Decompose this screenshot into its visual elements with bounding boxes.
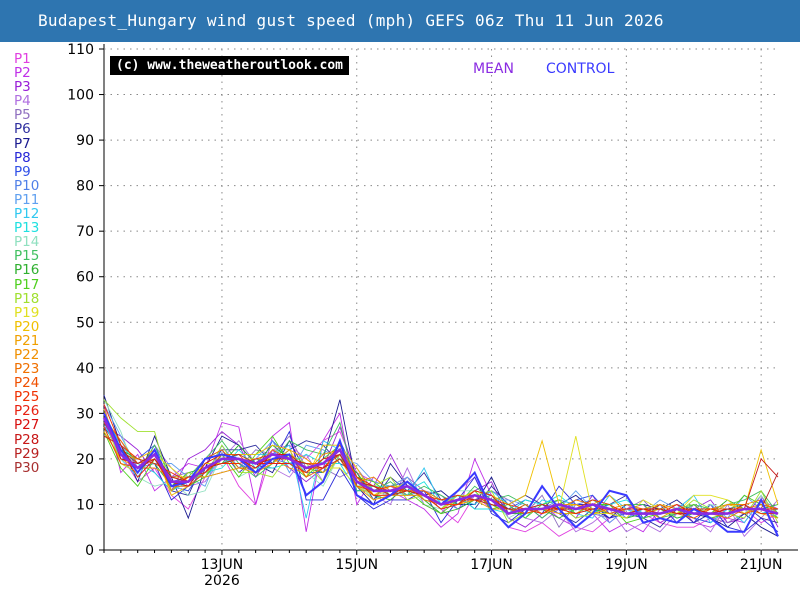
y-tick-label: 10 [76, 497, 94, 513]
legend-item-p25: P25 [14, 389, 40, 406]
series-line-p27 [103, 413, 779, 515]
series-line-p15 [103, 421, 779, 519]
x-tick-label: 15JUN [335, 557, 378, 573]
legend-item-p3: P3 [14, 79, 31, 96]
legend-item-p13: P13 [14, 220, 40, 237]
series-line-p1 [103, 422, 779, 537]
legend-item-p12: P12 [14, 206, 40, 223]
legend-item-p6: P6 [14, 121, 31, 138]
legend-item-p22: P22 [14, 346, 40, 363]
y-tick-label: 60 [76, 270, 94, 286]
legend-item-p1: P1 [14, 51, 31, 67]
legend-control-label: CONTROL [546, 61, 615, 77]
legend-item-p14: P14 [14, 234, 40, 251]
legend-item-p8: P8 [14, 149, 31, 166]
y-tick-label: 0 [85, 543, 94, 559]
legend-item-p17: P17 [14, 276, 40, 293]
legend-item-p26: P26 [14, 403, 40, 420]
legend-item-p28: P28 [14, 431, 40, 448]
legend-item-p18: P18 [14, 290, 40, 307]
legend-item-p10: P10 [14, 177, 40, 194]
chart-title: Budapest_Hungary wind gust speed (mph) G… [38, 11, 664, 30]
y-tick-label: 110 [67, 42, 94, 58]
y-tick-label: 50 [76, 315, 94, 331]
legend-item-p5: P5 [14, 107, 31, 124]
series-line-p28 [103, 435, 779, 515]
legend-item-p30: P30 [14, 459, 40, 476]
y-tick-label: 30 [76, 406, 94, 422]
y-tick-label: 90 [76, 133, 94, 149]
y-tick-label: 80 [76, 179, 94, 195]
copyright-label: (c) www.theweatheroutlook.com [110, 56, 349, 75]
legend-item-p23: P23 [14, 361, 40, 378]
y-tick-label: 40 [76, 361, 94, 377]
y-tick-label: 20 [76, 452, 94, 468]
member-legend: P1 P2 P3 P4 P5 P6 P7 P8 P9 P10 P11 P12 P13 P14 P15 P16 P… [14, 52, 39, 475]
x-tick-sublabel: 2026 [204, 573, 240, 589]
y-tick-label: 70 [76, 224, 94, 240]
legend-item-p21: P21 [14, 332, 40, 349]
x-tick-label: 13JUN [201, 557, 244, 573]
x-tick-label: 21JUN [740, 557, 783, 573]
x-tick-label: 19JUN [605, 557, 648, 573]
x-tick-label: 17JUN [470, 557, 513, 573]
legend-item-p4: P4 [14, 93, 31, 110]
y-tick-label: 100 [67, 88, 94, 104]
series-line-p8 [103, 426, 779, 533]
legend-mean-label: MEAN [473, 61, 514, 77]
mean-line [102, 417, 779, 516]
title-bar: Budapest_Hungary wind gust speed (mph) G… [0, 0, 800, 42]
legend-item-p27: P27 [14, 417, 40, 434]
series-line-p22 [103, 413, 779, 519]
legend-item-p2: P2 [14, 65, 31, 82]
legend-item-p15: P15 [14, 248, 40, 265]
legend-item-p7: P7 [14, 135, 31, 152]
legend-item-p29: P29 [14, 445, 40, 462]
legend-item-p16: P16 [14, 262, 40, 279]
legend-item-p19: P19 [14, 304, 40, 321]
legend-item-p20: P20 [14, 318, 40, 335]
series-line-p7 [103, 394, 779, 537]
legend-item-p9: P9 [14, 163, 31, 180]
legend-item-p11: P11 [14, 191, 40, 208]
series-line-p16 [103, 413, 779, 519]
legend-item-p24: P24 [14, 375, 40, 392]
series-line-p20 [103, 408, 779, 515]
